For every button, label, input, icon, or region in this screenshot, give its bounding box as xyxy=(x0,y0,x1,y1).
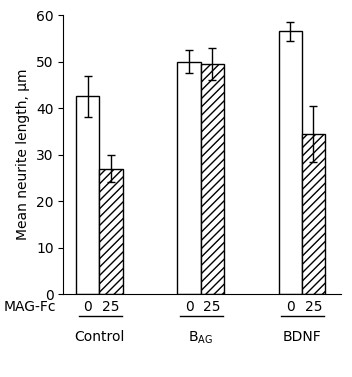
Text: 25: 25 xyxy=(304,300,322,314)
Text: MAG-Fc: MAG-Fc xyxy=(4,300,56,314)
Y-axis label: Mean neurite length, μm: Mean neurite length, μm xyxy=(17,69,31,240)
Text: Control: Control xyxy=(74,330,125,345)
Text: 25: 25 xyxy=(203,300,221,314)
Text: 0: 0 xyxy=(185,300,193,314)
Text: BDNF: BDNF xyxy=(282,330,321,345)
Text: B$_{\mathregular{AG}}$: B$_{\mathregular{AG}}$ xyxy=(188,329,213,346)
Text: 0: 0 xyxy=(286,300,295,314)
Bar xyxy=(302,134,325,294)
Bar xyxy=(76,97,100,294)
Bar xyxy=(100,169,122,294)
Bar xyxy=(278,31,302,294)
Bar xyxy=(201,64,224,294)
Bar xyxy=(177,61,201,294)
Text: 25: 25 xyxy=(102,300,120,314)
Text: 0: 0 xyxy=(83,300,92,314)
